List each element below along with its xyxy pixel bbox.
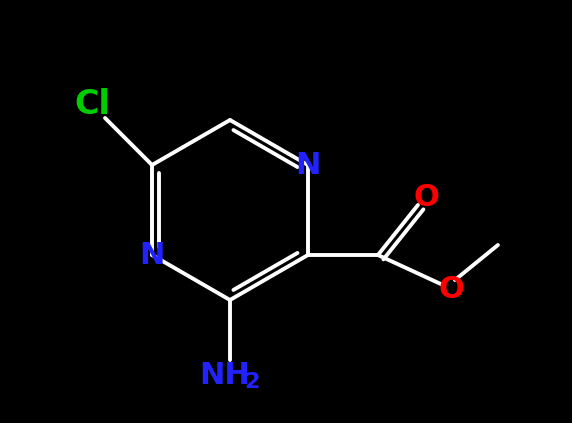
Text: Cl: Cl [74,88,110,121]
Text: N: N [295,151,321,179]
Text: NH: NH [200,360,251,390]
Text: O: O [413,182,439,212]
Text: 2: 2 [244,372,260,392]
Text: N: N [140,241,165,269]
Text: O: O [438,275,464,303]
